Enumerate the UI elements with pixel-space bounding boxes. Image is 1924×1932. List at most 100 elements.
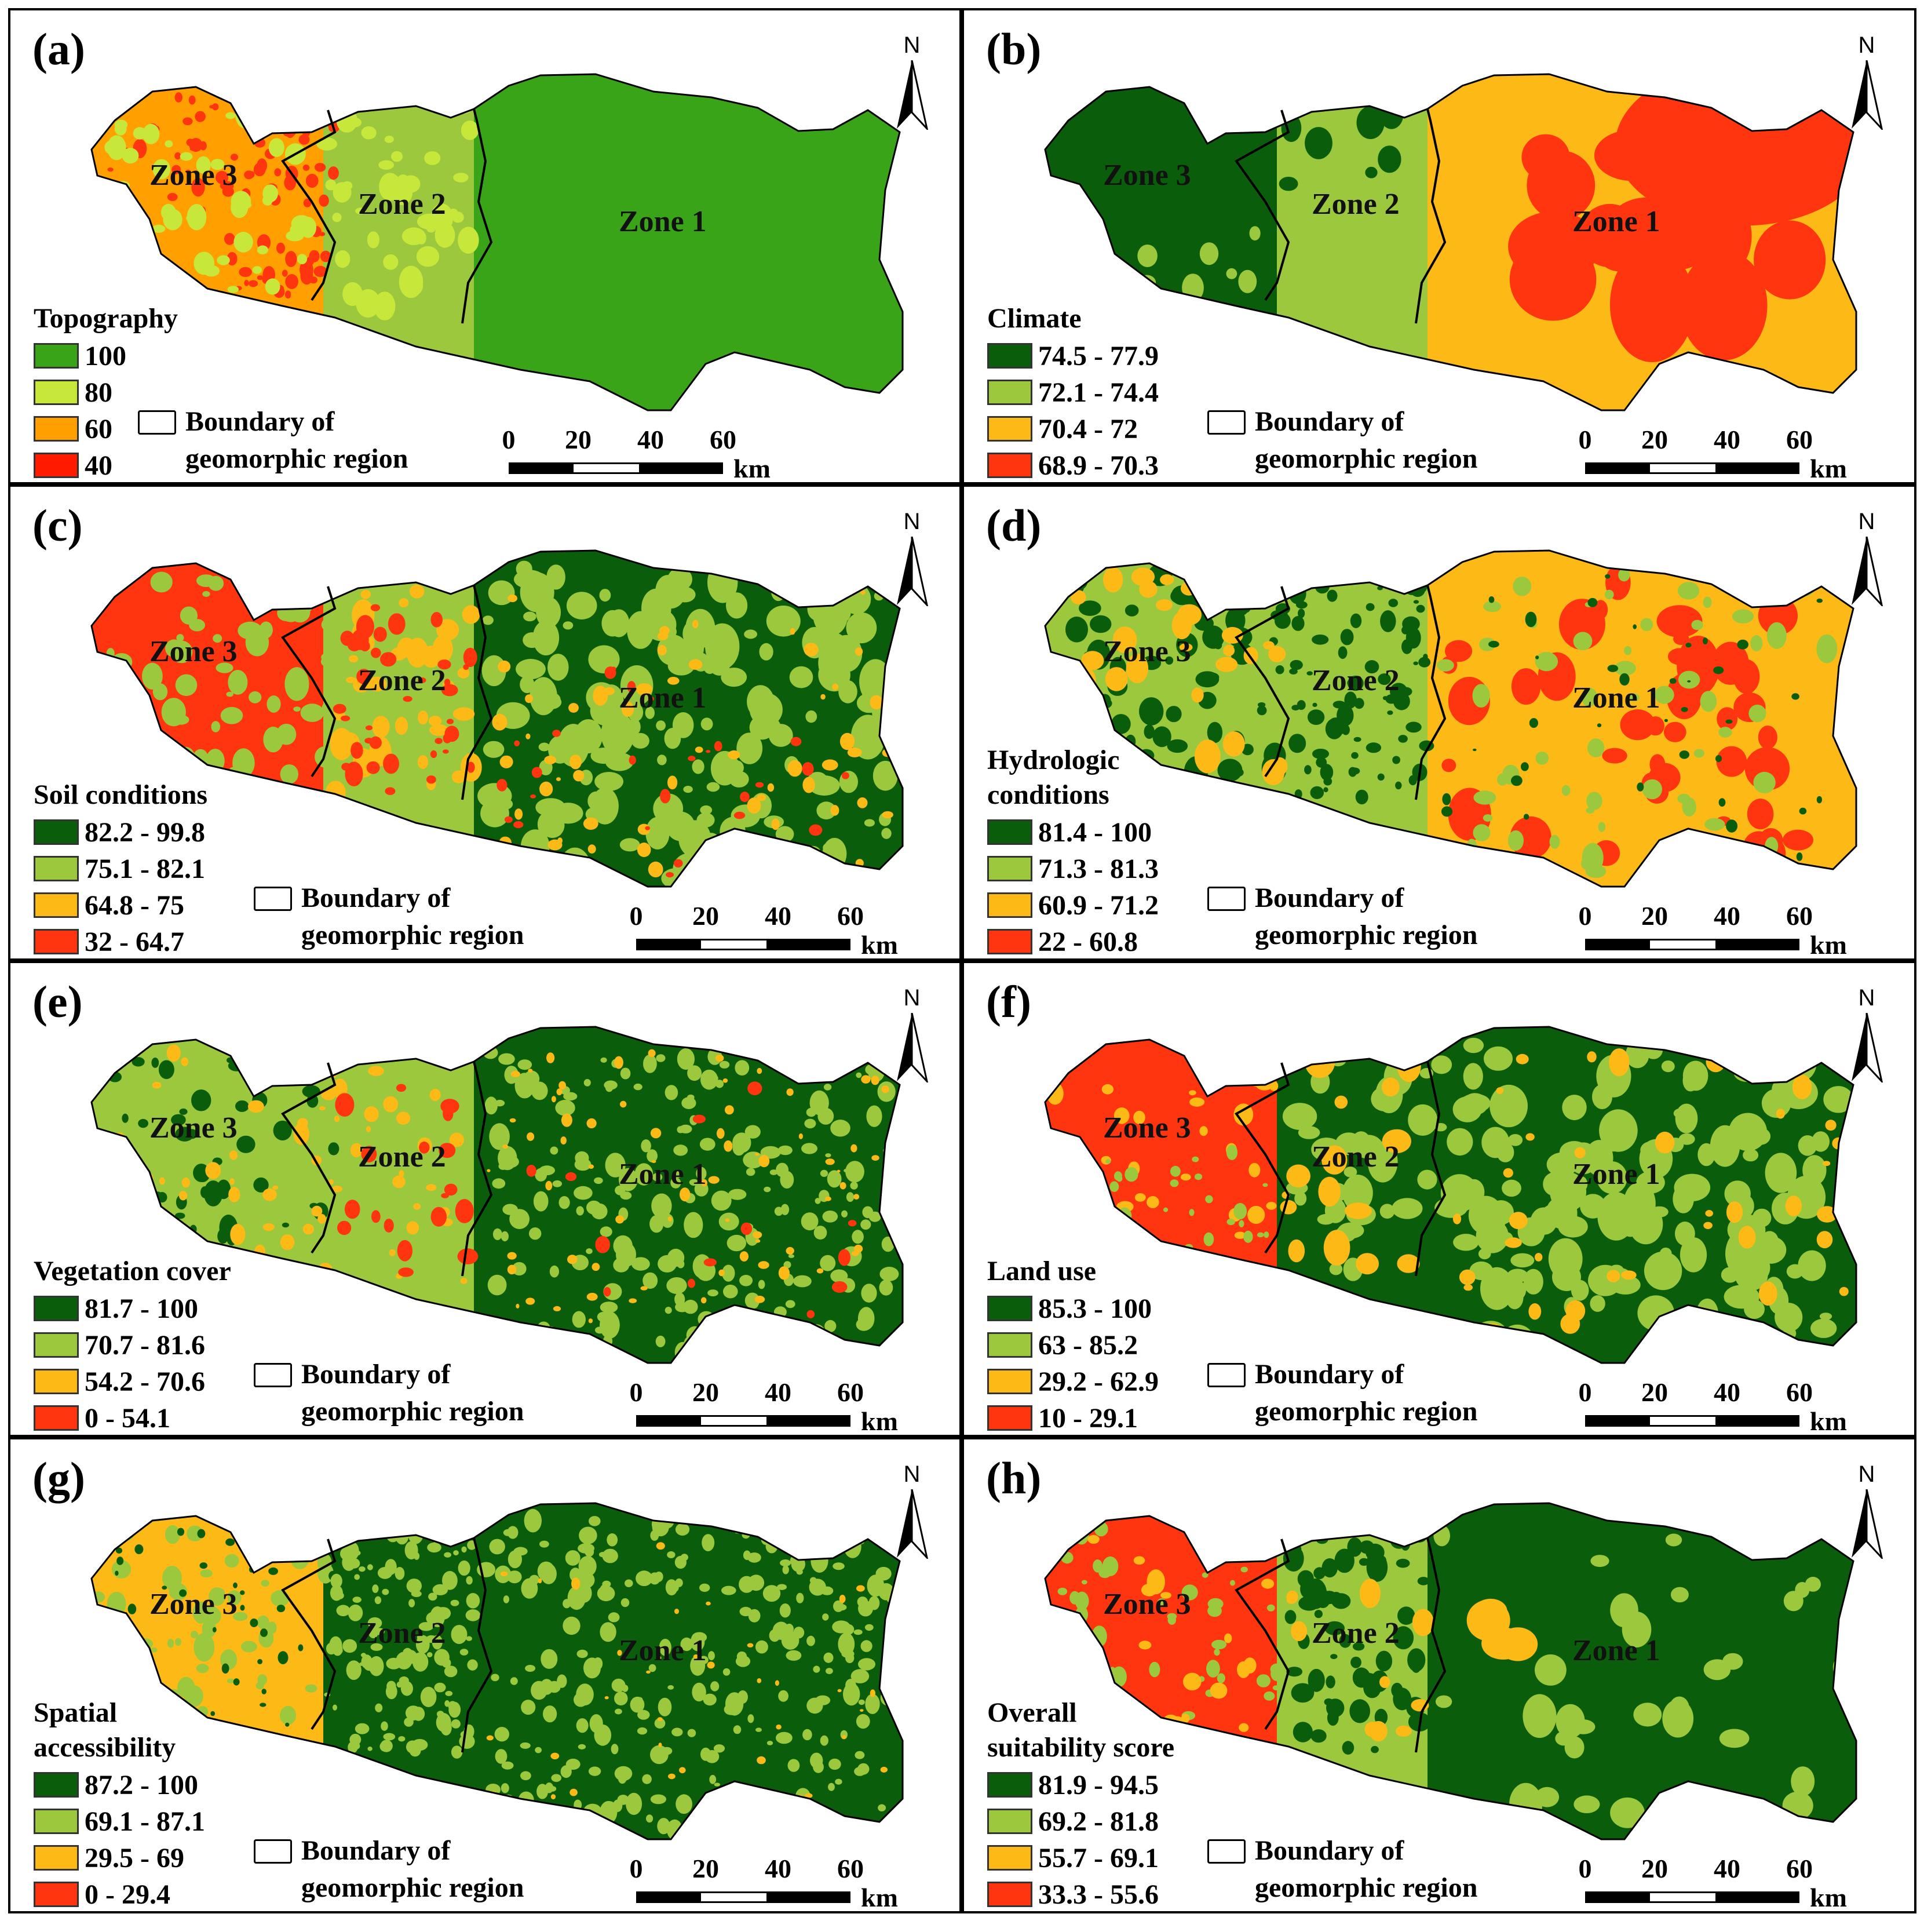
raster-patch: [873, 1521, 882, 1529]
raster-patch: [367, 231, 380, 249]
boundary-label: Boundary of: [185, 406, 335, 437]
legend-swatch: [34, 1405, 79, 1431]
raster-patch: [1700, 691, 1717, 712]
raster-patch: [603, 1287, 611, 1297]
raster-patch: [586, 1248, 593, 1255]
raster-patch: [1398, 735, 1408, 743]
raster-patch: [436, 619, 459, 641]
raster-patch: [509, 1801, 514, 1805]
raster-patch: [671, 1727, 683, 1737]
raster-patch: [1609, 1048, 1630, 1077]
raster-patch: [247, 99, 257, 106]
raster-patch: [706, 782, 720, 792]
raster-patch: [335, 1592, 344, 1599]
raster-patch: [116, 1556, 124, 1565]
raster-patch: [811, 1548, 828, 1573]
raster-patch: [167, 193, 178, 201]
raster-patch: [1753, 771, 1776, 794]
raster-patch: [535, 1747, 542, 1754]
raster-patch: [1681, 707, 1688, 712]
raster-patch: [395, 717, 408, 735]
legend-title: Soil conditions: [34, 779, 208, 810]
raster-patch: [629, 755, 636, 765]
geomorphic-boundary-line: [1235, 1539, 1290, 1730]
raster-patch: [408, 1599, 415, 1607]
raster-patch: [254, 1244, 266, 1259]
raster-patch: [178, 1191, 188, 1201]
raster-patch: [1189, 1090, 1196, 1096]
raster-patch: [598, 1552, 607, 1558]
raster-patch: [619, 838, 640, 852]
raster-patch: [356, 669, 371, 684]
raster-patch: [776, 1162, 789, 1178]
boundary-label: Boundary of: [1255, 1359, 1404, 1390]
raster-patch: [674, 1609, 679, 1614]
raster-patch: [645, 706, 655, 719]
raster-patch: [558, 1196, 570, 1209]
raster-patch: [217, 1229, 229, 1244]
raster-patch: [579, 1526, 597, 1544]
raster-patch: [1434, 1197, 1468, 1218]
raster-patch: [1207, 1605, 1222, 1617]
raster-patch: [1442, 793, 1451, 805]
raster-patch: [368, 1066, 384, 1076]
raster-patch: [1704, 818, 1725, 831]
raster-patch: [284, 175, 297, 191]
raster-patch: [717, 1128, 725, 1139]
raster-patch: [680, 1554, 688, 1561]
raster-patch: [1331, 1593, 1351, 1609]
raster-patch: [1141, 1583, 1158, 1596]
raster-patch: [755, 1153, 760, 1156]
raster-patch: [588, 1318, 593, 1324]
raster-patch: [492, 713, 508, 731]
raster-patch: [833, 1562, 845, 1570]
legend-item: 29.2 - 62.9: [987, 1364, 1159, 1399]
raster-patch: [1149, 1243, 1155, 1248]
raster-patch: [689, 1179, 699, 1186]
raster-patch: [703, 1693, 717, 1706]
scale-tick-label: 0: [1578, 901, 1592, 931]
raster-patch: [775, 1680, 779, 1686]
map-panel: (d) Zone 1 Zone 2 Zone 3 Hydrologic condition…: [962, 484, 1916, 961]
raster-patch: [428, 1592, 437, 1601]
raster-patch: [1535, 751, 1549, 765]
raster-patch: [692, 1114, 706, 1124]
raster-patch: [1511, 668, 1541, 705]
geomorphic-boundary-line: [1415, 108, 1447, 324]
raster-patch: [660, 789, 671, 804]
raster-patch: [550, 1794, 556, 1800]
legend-label: 87.2 - 100: [85, 1769, 198, 1800]
raster-patch: [680, 1637, 693, 1652]
raster-patch: [1558, 1216, 1588, 1238]
raster-patch: [853, 1244, 863, 1253]
raster-patch: [1678, 670, 1700, 689]
raster-patch: [667, 775, 678, 790]
raster-patch: [286, 230, 304, 242]
raster-patch: [823, 1652, 834, 1663]
boundary-label: geomorphic region: [1255, 443, 1478, 474]
raster-patch: [333, 182, 352, 203]
raster-patch: [484, 850, 492, 861]
raster-patch: [1216, 1064, 1231, 1078]
raster-patch: [870, 695, 883, 710]
raster-patch: [688, 756, 696, 761]
raster-patch: [319, 93, 328, 99]
raster-patch: [537, 1321, 550, 1335]
raster-patch: [274, 168, 282, 177]
raster-patch: [1397, 1606, 1415, 1625]
legend-item: 0 - 54.1: [34, 1401, 170, 1435]
raster-patch: [1507, 830, 1524, 851]
raster-patch: [444, 1552, 451, 1558]
legend-title: conditions: [987, 779, 1109, 810]
raster-patch: [708, 1176, 720, 1184]
raster-patch: [297, 1537, 311, 1550]
raster-patch: [816, 801, 836, 820]
raster-patch: [202, 591, 210, 597]
raster-patch: [1293, 1722, 1313, 1743]
raster-patch: [848, 1220, 857, 1227]
raster-patch: [426, 775, 436, 784]
raster-patch: [700, 1069, 718, 1090]
raster-patch: [171, 1230, 191, 1245]
raster-patch: [871, 1076, 879, 1085]
raster-patch: [1139, 581, 1158, 598]
